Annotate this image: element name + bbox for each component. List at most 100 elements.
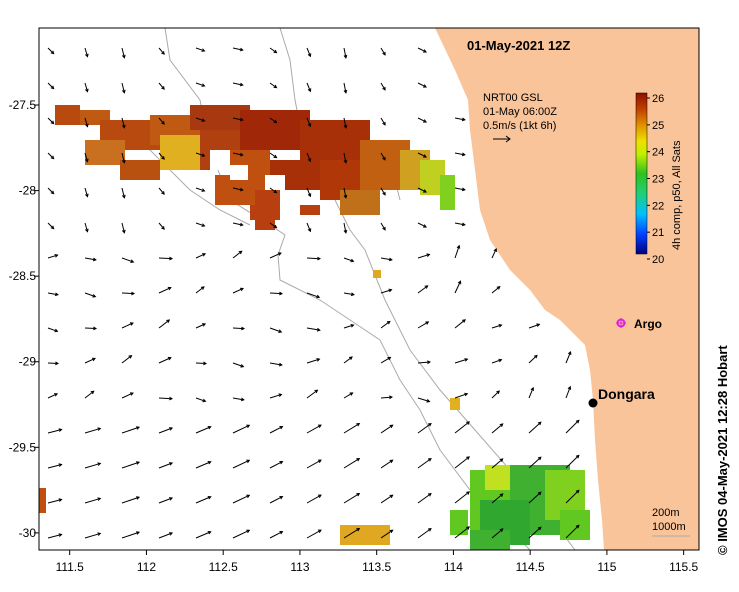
current-vector-head — [54, 393, 59, 397]
current-vector — [491, 458, 504, 469]
current-vector — [491, 493, 504, 504]
colorbar-label: 4h comp, p50, All Sats — [671, 140, 683, 250]
current-vector-head — [240, 364, 245, 368]
current-vector — [417, 321, 429, 329]
current-vector — [232, 117, 243, 121]
current-vector — [306, 327, 320, 331]
isobath-legend-200: 200m — [652, 507, 680, 519]
current-vector-head — [169, 256, 174, 261]
current-vector — [343, 187, 347, 198]
current-vector-head — [343, 194, 348, 199]
current-vector — [306, 152, 311, 162]
current-vector — [417, 528, 432, 539]
current-vector — [47, 82, 55, 90]
current-vector-head — [161, 191, 165, 195]
current-vector — [84, 532, 101, 539]
current-vector — [47, 327, 58, 332]
current-vector-head — [239, 222, 244, 227]
colorbar-tick-label: 22 — [652, 200, 664, 212]
current-vector — [491, 390, 500, 399]
current-vector-head — [307, 123, 312, 128]
colorbar-tick-label: 26 — [652, 93, 664, 105]
current-vector-head — [85, 88, 89, 93]
current-vector — [528, 355, 538, 364]
current-vector-head — [54, 292, 59, 297]
current-vector-head — [350, 292, 355, 297]
current-vector-head — [575, 454, 580, 459]
current-legend-line3: 0.5m/s (1kt 6h) — [483, 120, 556, 132]
current-vector — [232, 362, 244, 368]
current-vector — [306, 494, 322, 504]
current-vector — [417, 47, 427, 53]
current-vector — [47, 429, 62, 434]
current-vector — [195, 152, 205, 157]
current-vector — [47, 534, 62, 539]
current-vector-head — [457, 280, 462, 285]
current-vector-head — [279, 426, 284, 430]
current-vector — [454, 152, 465, 156]
current-vector-head — [169, 396, 174, 401]
x-tick-label: 113.5 — [362, 560, 391, 574]
current-vector-head — [58, 463, 63, 467]
current-vector-head — [386, 320, 391, 325]
current-vector — [380, 424, 393, 434]
sst-pixel — [560, 510, 590, 540]
current-vector — [343, 47, 347, 58]
current-vector-head — [239, 117, 244, 122]
current-vector-head — [50, 85, 55, 90]
current-vector-head — [349, 392, 354, 396]
current-vector-head — [537, 421, 542, 426]
current-vector-head — [388, 257, 393, 262]
current-vector — [417, 285, 428, 294]
current-vector — [528, 323, 540, 329]
sst-pixel — [85, 140, 125, 165]
current-vector — [195, 253, 206, 259]
argo-marker — [616, 318, 626, 328]
y-tick-label: -28 — [19, 184, 37, 198]
current-vector-head — [356, 458, 361, 462]
current-vector — [565, 490, 580, 504]
current-vector-head — [277, 252, 282, 256]
current-vector-head — [201, 188, 206, 192]
current-vector — [454, 358, 468, 364]
current-vector-head — [317, 424, 322, 428]
current-vector-head — [498, 358, 503, 363]
current-vector-head — [91, 357, 96, 362]
current-vector — [454, 222, 465, 226]
sst-pixel — [39, 488, 46, 513]
current-vector — [195, 187, 205, 192]
current-vector-head — [246, 424, 251, 429]
current-vector — [158, 427, 173, 434]
current-vector — [269, 496, 283, 504]
current-vector-head — [493, 248, 497, 252]
current-vector — [454, 117, 465, 121]
sst-pixel — [120, 160, 160, 180]
current-vector — [454, 281, 461, 294]
current-vector — [454, 319, 466, 329]
y-tick-label: -27.5 — [9, 98, 37, 112]
current-vector-head — [201, 118, 206, 122]
current-vector — [269, 152, 277, 159]
current-vector — [195, 286, 205, 294]
current-vector-head — [461, 152, 466, 157]
sst-pixel — [450, 398, 460, 410]
current-vector-head — [50, 155, 55, 160]
current-vector-head — [92, 257, 97, 262]
current-vector-head — [92, 294, 97, 298]
current-vector-head — [317, 529, 322, 533]
current-vector — [306, 459, 322, 469]
current-vector-head — [343, 89, 348, 94]
current-vector — [158, 152, 165, 160]
current-vector — [84, 497, 101, 504]
current-vector — [306, 47, 311, 57]
current-vector — [380, 321, 391, 329]
current-vector-head — [382, 121, 386, 126]
current-vector — [417, 187, 427, 193]
current-vector-head — [97, 532, 102, 536]
current-vector — [47, 499, 62, 504]
current-vector-head — [54, 253, 59, 258]
colorbar — [635, 92, 648, 255]
current-vector — [343, 152, 347, 163]
current-vector-head — [461, 187, 466, 192]
current-vector — [565, 351, 572, 364]
